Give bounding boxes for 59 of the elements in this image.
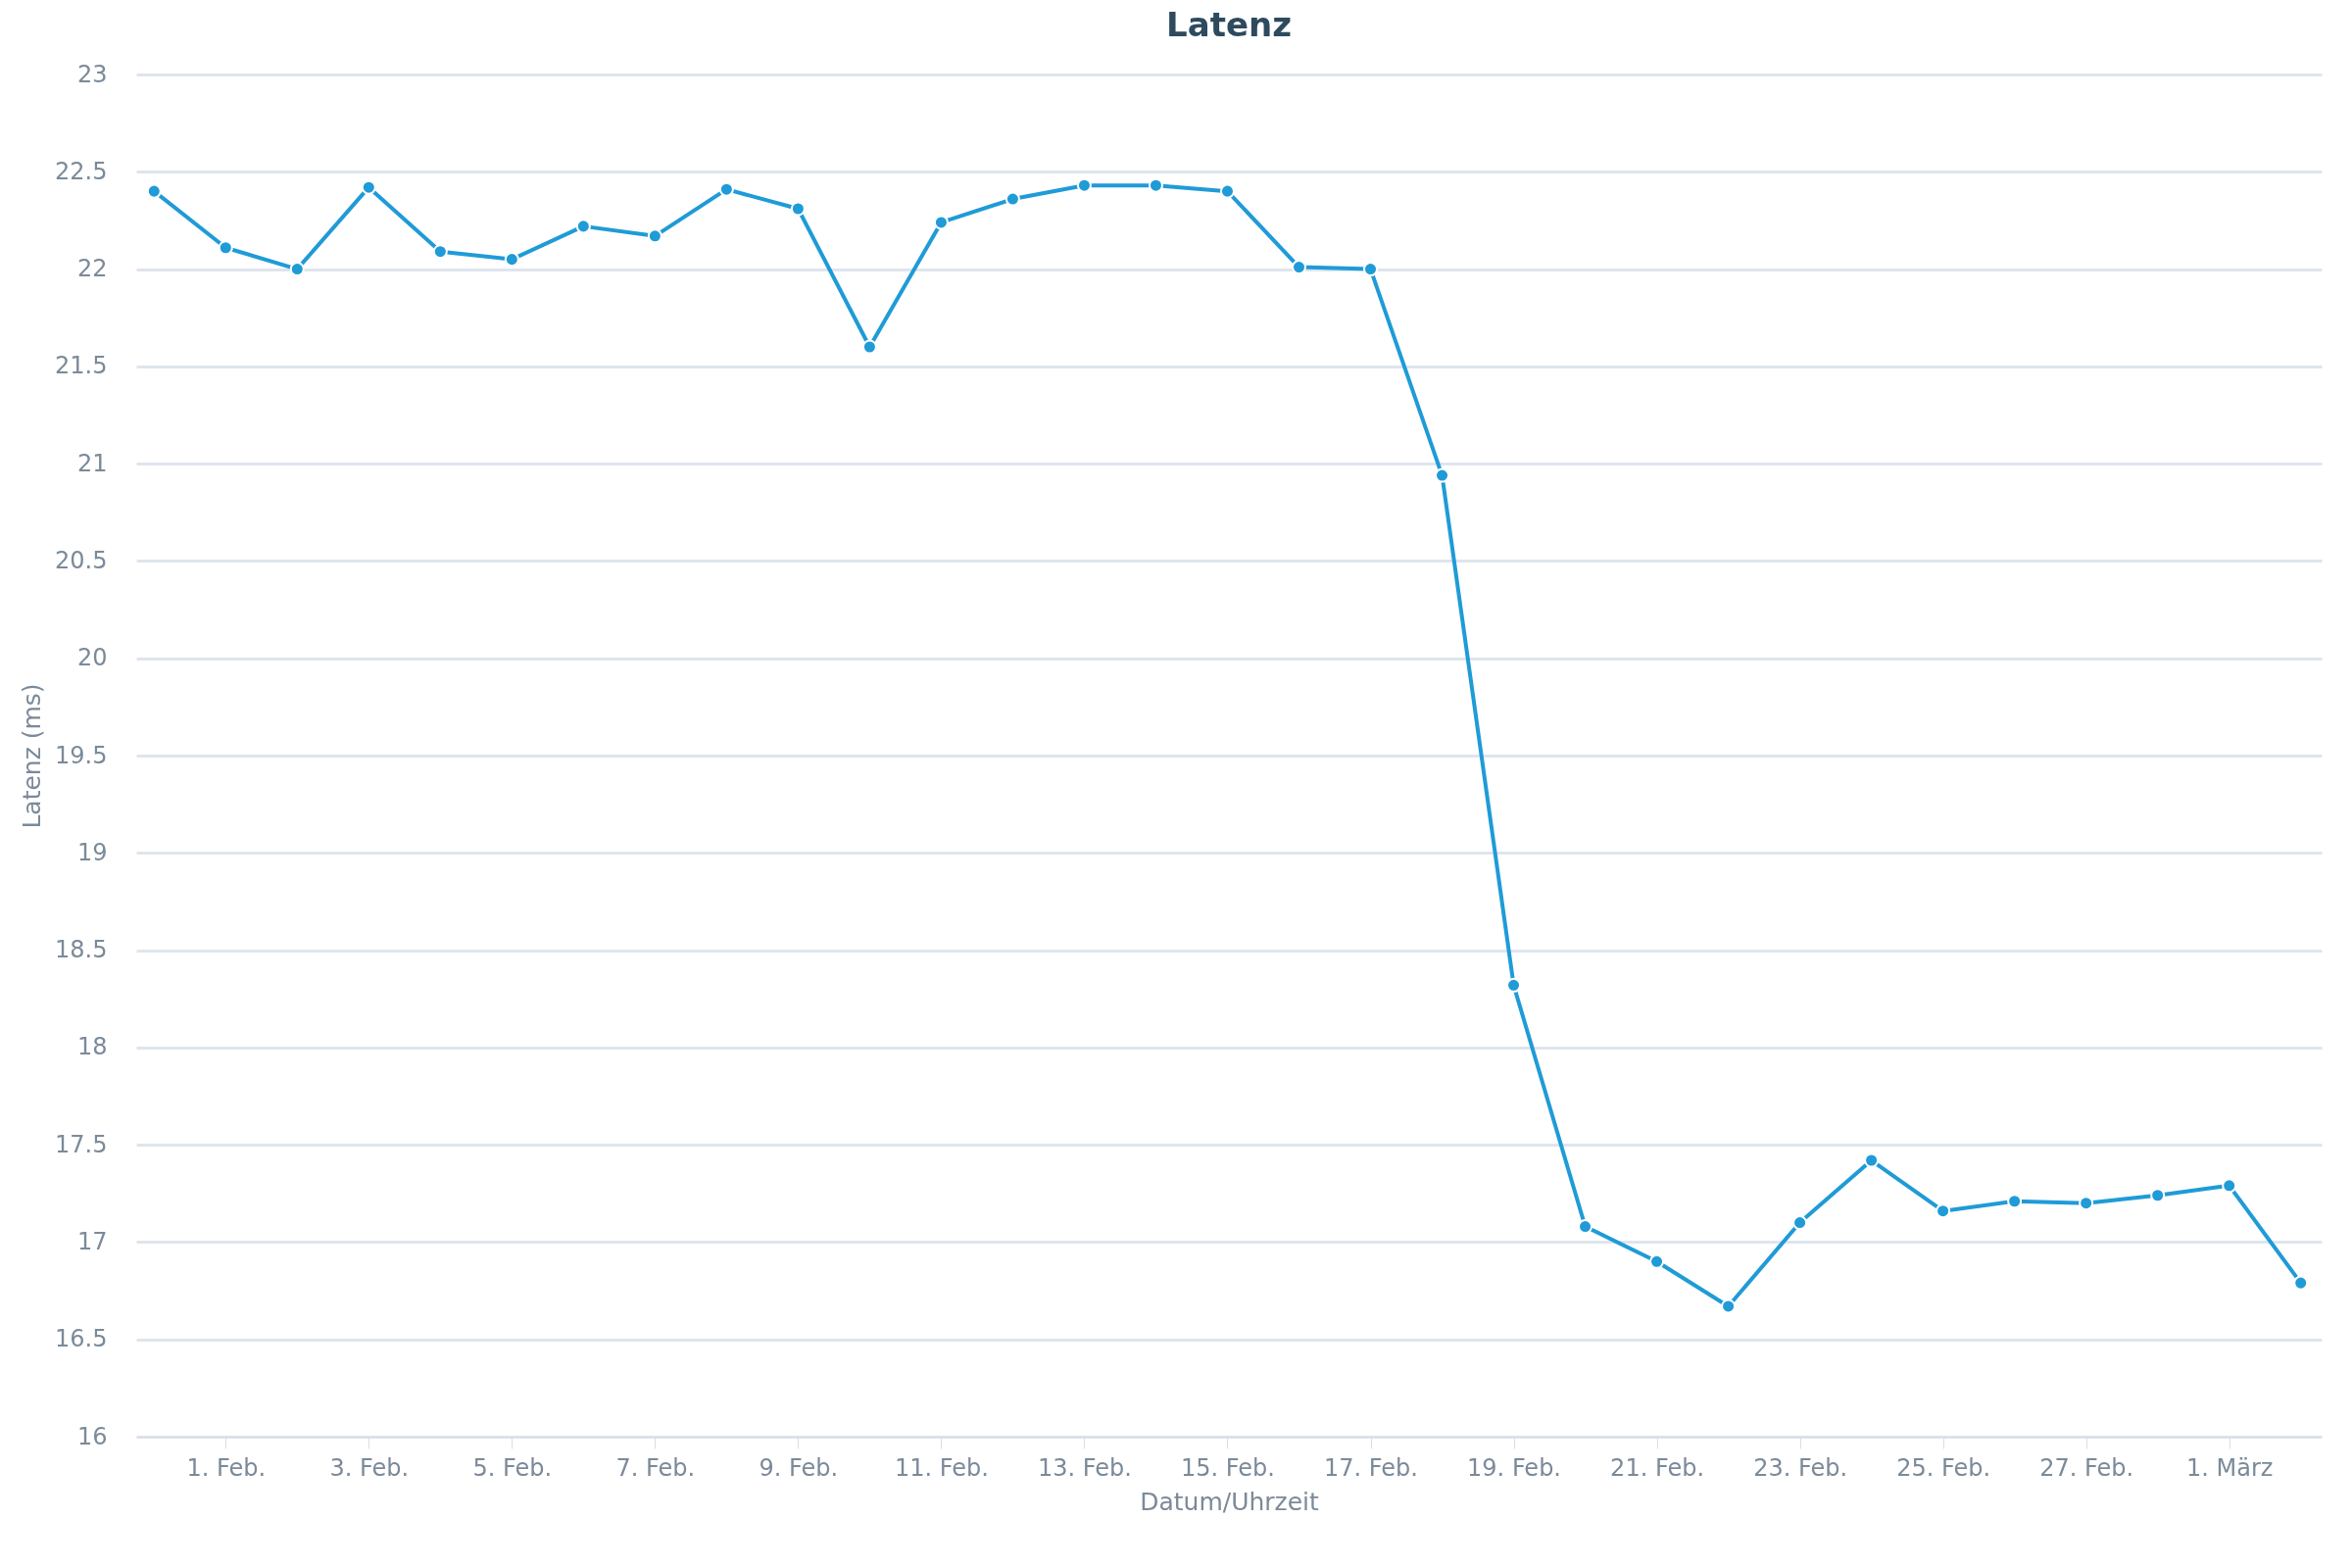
y-tick-label: 18.5 bbox=[55, 936, 108, 964]
point bbox=[2079, 1196, 2094, 1211]
y-tick-label: 20.5 bbox=[55, 546, 108, 574]
point bbox=[2222, 1178, 2237, 1194]
point bbox=[2150, 1188, 2166, 1203]
y-axis-title: Latenz (ms) bbox=[18, 683, 47, 829]
x-tick-label: 3. Feb. bbox=[329, 1453, 410, 1482]
point bbox=[1864, 1152, 1880, 1168]
y-tick-label: 20 bbox=[76, 644, 108, 672]
point bbox=[1936, 1203, 1951, 1219]
chart-title: Latenz bbox=[1166, 5, 1292, 44]
x-axis-title: Datum/Uhrzeit bbox=[1140, 1487, 1320, 1516]
point bbox=[575, 219, 591, 234]
y-tick-label: 17 bbox=[76, 1227, 108, 1255]
point bbox=[432, 244, 448, 260]
point bbox=[933, 215, 949, 230]
point bbox=[790, 201, 806, 217]
y-tick-label: 21.5 bbox=[55, 352, 108, 380]
x-tick-label: 5. Feb. bbox=[472, 1453, 553, 1482]
point bbox=[1219, 183, 1235, 199]
point bbox=[504, 252, 519, 268]
point bbox=[861, 339, 877, 355]
y-tick-label: 19.5 bbox=[55, 741, 108, 769]
point bbox=[1076, 177, 1092, 193]
point bbox=[361, 179, 376, 195]
point bbox=[218, 240, 233, 256]
y-tick-label: 16 bbox=[76, 1422, 108, 1450]
point bbox=[1004, 191, 1020, 207]
point bbox=[1148, 177, 1163, 193]
x-tick-label: 19. Feb. bbox=[1467, 1453, 1561, 1482]
point bbox=[146, 183, 162, 199]
x-tick-label: 15. Feb. bbox=[1181, 1453, 1275, 1482]
point bbox=[2293, 1275, 2309, 1291]
x-tick-label: 25. Feb. bbox=[1896, 1453, 1991, 1482]
x-tick-label: 1. März bbox=[2185, 1453, 2274, 1482]
point bbox=[647, 228, 662, 244]
point bbox=[1792, 1215, 1808, 1231]
x-tick-label: 9. Feb. bbox=[759, 1453, 839, 1482]
x-tick-label: 13. Feb. bbox=[1037, 1453, 1132, 1482]
x-tick-label: 1. Feb. bbox=[186, 1453, 267, 1482]
point bbox=[1721, 1298, 1737, 1314]
x-tick-label: 7. Feb. bbox=[615, 1453, 696, 1482]
point bbox=[2007, 1194, 2023, 1209]
x-tick-label: 27. Feb. bbox=[2039, 1453, 2134, 1482]
y-tick-label: 17.5 bbox=[55, 1130, 108, 1158]
point bbox=[718, 181, 734, 197]
point bbox=[1649, 1253, 1665, 1269]
y-tick-label: 16.5 bbox=[55, 1325, 108, 1353]
y-tick-label: 22.5 bbox=[55, 157, 108, 185]
y-tick-label: 18 bbox=[76, 1033, 108, 1061]
x-tick-label: 21. Feb. bbox=[1610, 1453, 1705, 1482]
y-tick-label: 21 bbox=[76, 449, 108, 477]
point bbox=[1362, 262, 1379, 277]
x-tick-label: 23. Feb. bbox=[1753, 1453, 1848, 1482]
x-tick-label: 17. Feb. bbox=[1324, 1453, 1418, 1482]
y-tick-label: 22 bbox=[76, 255, 108, 283]
x-tick-label: 11. Feb. bbox=[894, 1453, 989, 1482]
y-tick-label: 19 bbox=[76, 838, 108, 866]
y-tick-label: 23 bbox=[76, 60, 108, 88]
